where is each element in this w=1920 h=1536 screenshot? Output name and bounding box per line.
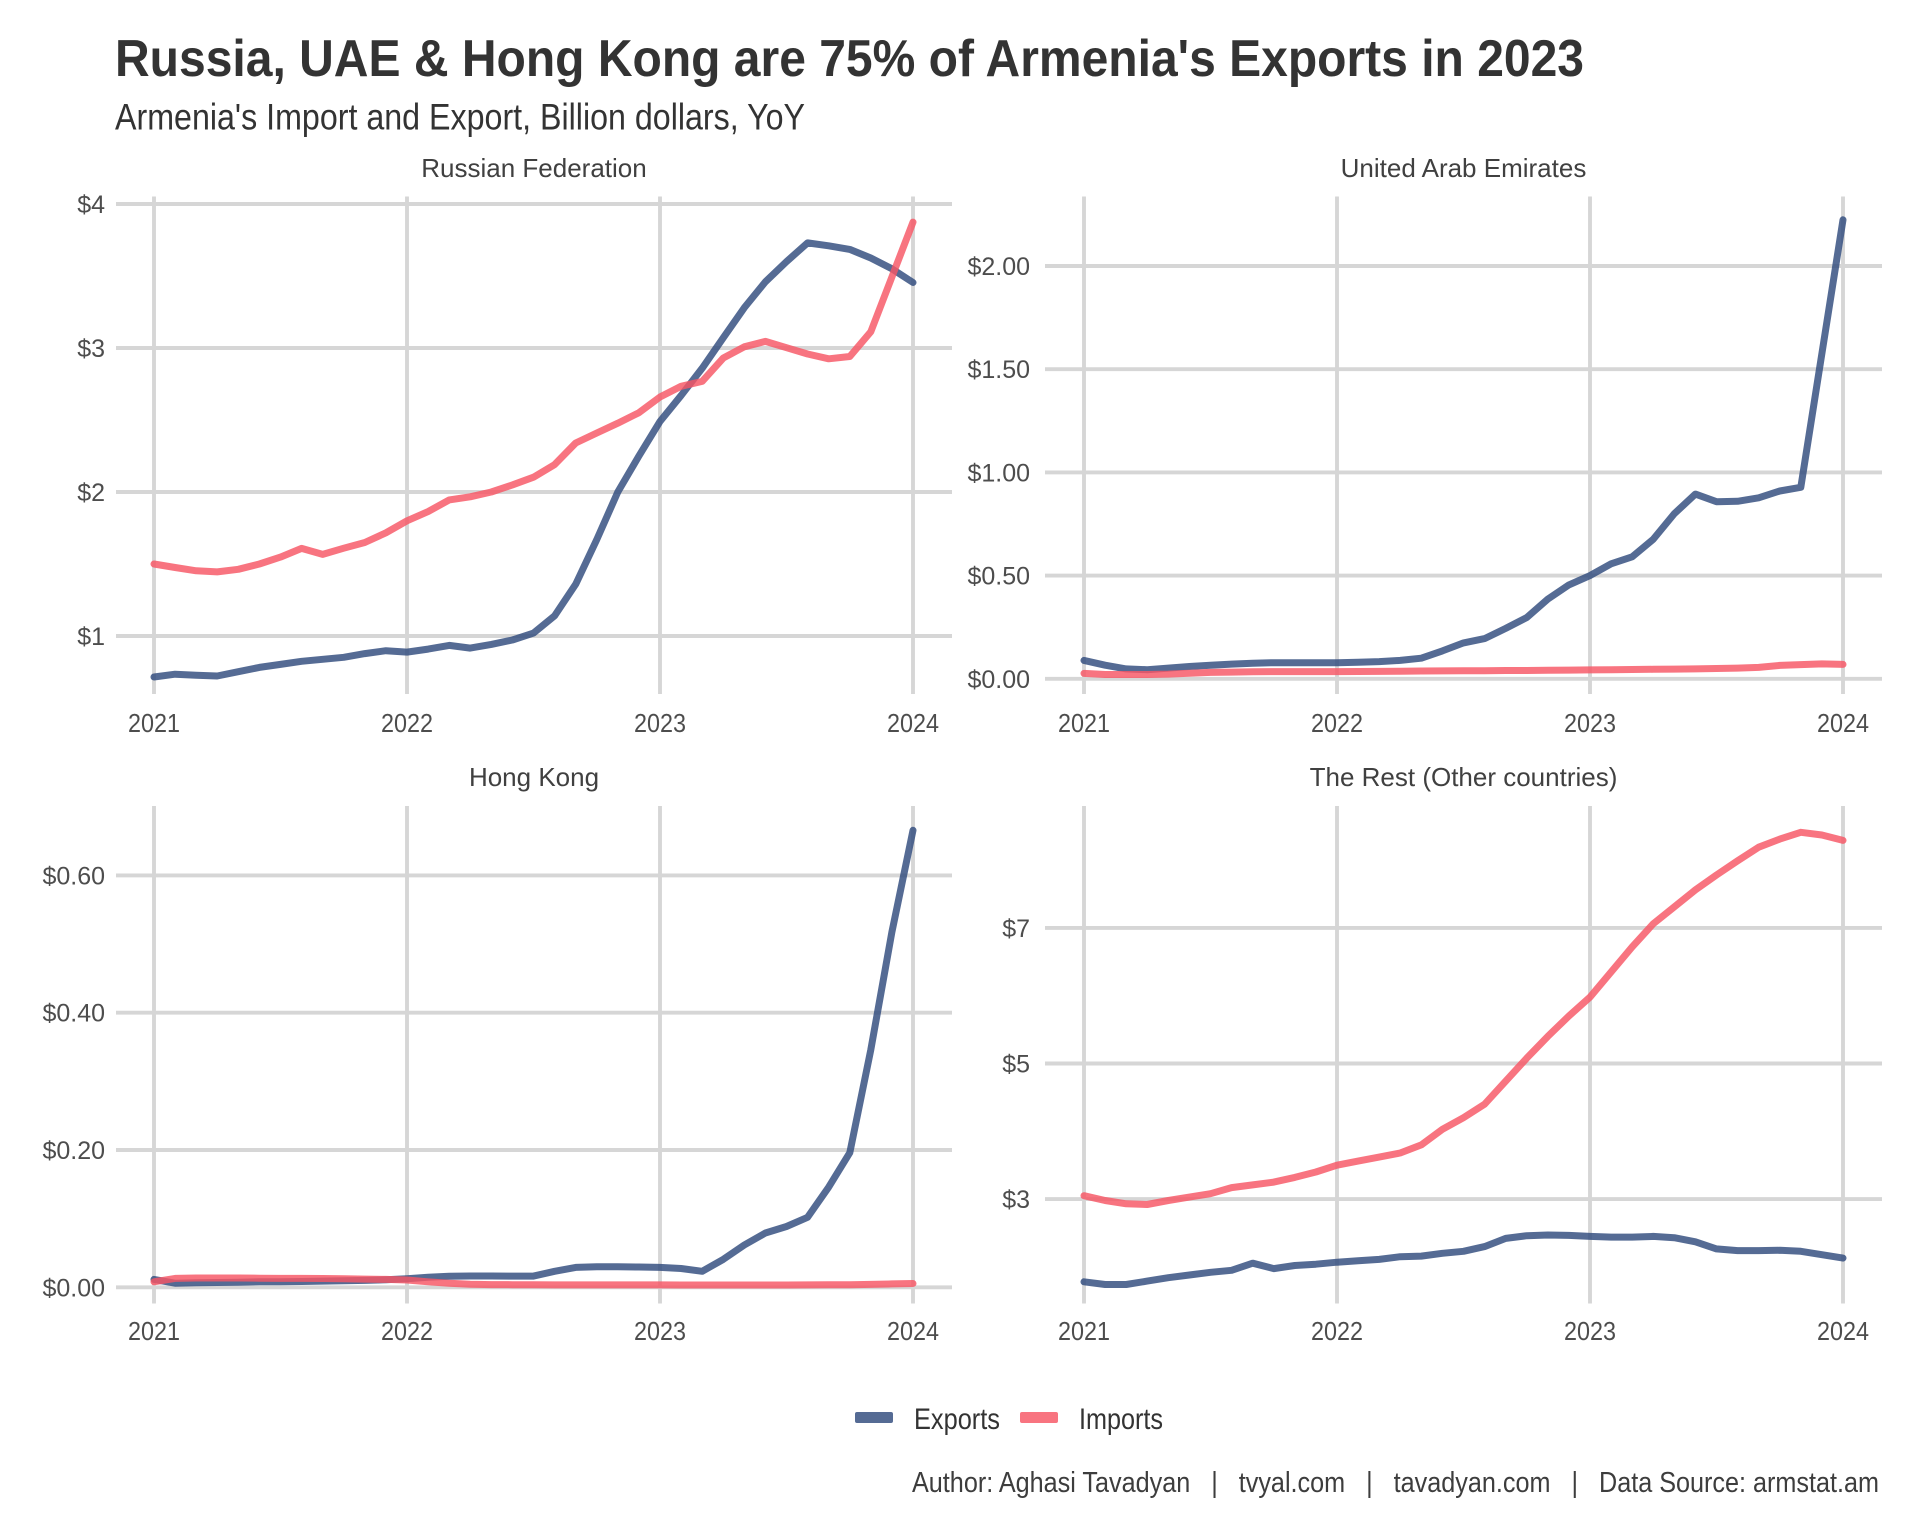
svg-text:$2.00: $2.00 [967,253,1030,281]
svg-text:2022: 2022 [1311,710,1363,738]
svg-text:Hong Kong: Hong Kong [469,762,599,792]
svg-text:2021: 2021 [1058,710,1110,738]
svg-text:Author: Aghasi Tavadyan |: Author: Aghasi Tavadyan | tvyal.com | ta… [912,1467,1879,1499]
svg-text:2023: 2023 [1564,1318,1616,1346]
svg-text:Armenia's Import and Export, B: Armenia's Import and Export, Billion dol… [115,96,805,138]
svg-text:$5: $5 [1002,1051,1030,1079]
svg-text:2024: 2024 [1817,1318,1869,1346]
svg-text:$3: $3 [1002,1186,1030,1214]
svg-text:$0.00: $0.00 [42,1274,105,1302]
svg-text:2021: 2021 [128,710,180,738]
svg-text:$1.00: $1.00 [967,459,1030,487]
svg-text:$2: $2 [77,479,105,507]
svg-text:2021: 2021 [128,1318,180,1346]
svg-text:2023: 2023 [634,710,686,738]
svg-text:$0.00: $0.00 [967,666,1030,694]
svg-text:Imports: Imports [1079,1403,1163,1436]
svg-text:$1.50: $1.50 [967,356,1030,384]
svg-text:The Rest (Other countries): The Rest (Other countries) [1310,762,1618,792]
svg-text:Russian Federation: Russian Federation [421,153,646,183]
svg-text:2024: 2024 [887,1318,939,1346]
svg-text:$4: $4 [77,191,105,219]
svg-text:2024: 2024 [1817,710,1869,738]
svg-text:2021: 2021 [1058,1318,1110,1346]
svg-text:2023: 2023 [1564,710,1616,738]
svg-text:$0.60: $0.60 [42,862,105,890]
svg-text:$0.20: $0.20 [42,1137,105,1165]
svg-text:$0.40: $0.40 [42,1000,105,1028]
svg-text:2022: 2022 [381,710,433,738]
svg-text:2022: 2022 [381,1318,433,1346]
svg-text:Exports: Exports [914,1403,1000,1436]
svg-text:$0.50: $0.50 [967,563,1030,591]
svg-text:2023: 2023 [634,1318,686,1346]
svg-text:$3: $3 [77,335,105,363]
svg-text:Russia, UAE & Hong Kong are 75: Russia, UAE & Hong Kong are 75% of Armen… [115,30,1584,88]
svg-text:$7: $7 [1002,915,1030,943]
svg-text:United Arab Emirates: United Arab Emirates [1341,153,1587,183]
svg-text:$1: $1 [77,623,105,651]
svg-text:2022: 2022 [1311,1318,1363,1346]
svg-text:2024: 2024 [887,710,939,738]
